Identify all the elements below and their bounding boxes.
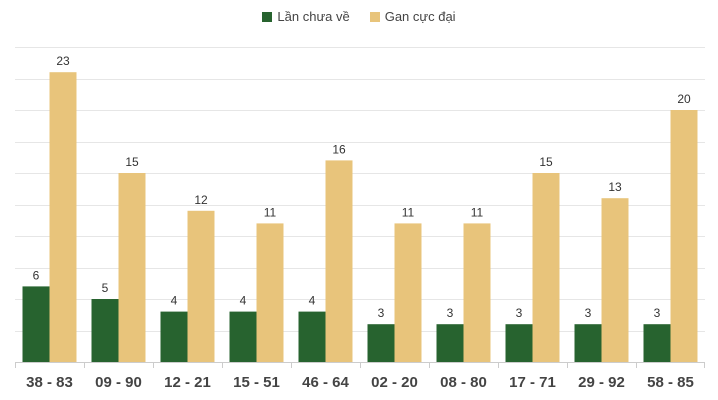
data-label: 16 xyxy=(332,142,346,156)
data-label: 11 xyxy=(402,205,415,219)
data-label: 3 xyxy=(447,306,454,320)
x-tick-label: 12 - 21 xyxy=(164,374,211,391)
legend-swatch-series-1 xyxy=(262,11,273,22)
data-label: 4 xyxy=(171,294,178,308)
legend-item-series-1[interactable]: Lần chưa về xyxy=(262,9,350,24)
data-label: 4 xyxy=(240,294,247,308)
x-tick-label: 38 - 83 xyxy=(26,374,73,391)
data-label: 3 xyxy=(585,306,592,320)
bar-lan-chua-ve[interactable] xyxy=(298,311,326,362)
bar-lan-chua-ve[interactable] xyxy=(436,324,464,362)
data-label: 13 xyxy=(608,180,622,194)
data-label: 12 xyxy=(194,193,208,207)
data-label: 4 xyxy=(309,294,316,308)
legend-label-series-2: Gan cực đại xyxy=(384,9,456,24)
data-label: 3 xyxy=(378,306,385,320)
data-label: 23 xyxy=(56,54,70,68)
legend-label-series-1: Lần chưa về xyxy=(277,9,350,24)
x-tick-label: 29 - 92 xyxy=(578,374,625,391)
bar-gan-cuc-dai[interactable] xyxy=(256,223,284,362)
x-tick-label: 15 - 51 xyxy=(233,374,280,391)
chart-legend: Lần chưa về Gan cực đại xyxy=(0,9,718,24)
data-label: 3 xyxy=(654,306,661,320)
x-tick-label: 08 - 80 xyxy=(440,374,487,391)
x-tick-label: 58 - 85 xyxy=(647,374,694,391)
data-label: 6 xyxy=(33,268,40,282)
data-label: 20 xyxy=(677,92,691,106)
legend-item-series-2[interactable]: Gan cực đại xyxy=(369,9,456,24)
data-label: 15 xyxy=(539,155,553,169)
x-tick-label: 09 - 90 xyxy=(95,374,142,391)
bar-gan-cuc-dai[interactable] xyxy=(601,198,629,362)
x-tick-label: 17 - 71 xyxy=(509,374,556,391)
bar-lan-chua-ve[interactable] xyxy=(160,311,188,362)
bar-gan-cuc-dai[interactable] xyxy=(118,173,146,362)
data-label: 11 xyxy=(264,205,277,219)
bar-lan-chua-ve[interactable] xyxy=(367,324,395,362)
data-label: 3 xyxy=(516,306,523,320)
x-tick-label: 02 - 20 xyxy=(371,374,418,391)
data-label: 11 xyxy=(471,205,484,219)
bar-lan-chua-ve[interactable] xyxy=(574,324,602,362)
bar-lan-chua-ve[interactable] xyxy=(91,299,119,362)
bar-lan-chua-ve[interactable] xyxy=(505,324,533,362)
bar-gan-cuc-dai[interactable] xyxy=(325,160,353,362)
bar-lan-chua-ve[interactable] xyxy=(22,286,50,362)
data-label: 5 xyxy=(102,281,109,295)
bar-gan-cuc-dai[interactable] xyxy=(49,72,77,362)
bar-gan-cuc-dai[interactable] xyxy=(670,110,698,362)
bar-lan-chua-ve[interactable] xyxy=(643,324,671,362)
legend-swatch-series-2 xyxy=(369,11,380,22)
bar-lan-chua-ve[interactable] xyxy=(229,311,257,362)
bar-gan-cuc-dai[interactable] xyxy=(187,210,215,362)
data-label: 15 xyxy=(125,155,139,169)
bar-gan-cuc-dai[interactable] xyxy=(532,173,560,362)
bar-gan-cuc-dai[interactable] xyxy=(463,223,491,362)
x-tick-label: 46 - 64 xyxy=(302,374,349,391)
bar-gan-cuc-dai[interactable] xyxy=(394,223,422,362)
